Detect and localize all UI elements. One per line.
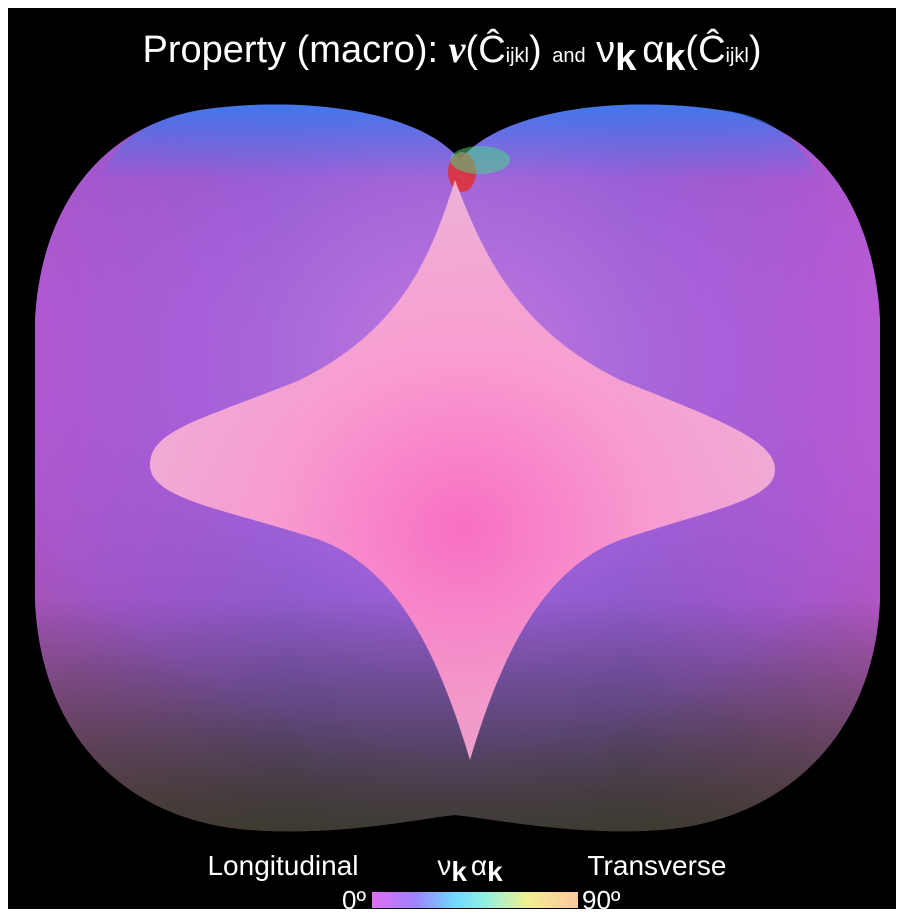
title-symbol: Ĉ	[478, 27, 505, 71]
figure: Property (macro): v(Ĉijkl) and νkαk(Ĉijk…	[0, 0, 904, 917]
title-subscript: k	[615, 37, 637, 79]
title-symbol: (	[466, 29, 479, 71]
title-symbol: ν	[596, 29, 615, 71]
color-bar	[372, 892, 578, 908]
legend-subscript: k	[451, 856, 467, 887]
title-subscript: k	[664, 37, 686, 79]
title-subscript: ijkl	[506, 45, 529, 67]
title-symbol: α	[642, 29, 664, 71]
legend-symbol: ν	[437, 850, 451, 881]
surface	[35, 104, 880, 831]
legend-min: 0º	[342, 885, 366, 915]
title-text: Property (macro):	[142, 29, 438, 71]
legend-max: 90º	[582, 885, 621, 915]
title-symbol: (	[685, 29, 698, 71]
legend-symbol: α	[471, 850, 487, 881]
title-symbol: v	[449, 29, 467, 71]
title-symbol: )	[529, 29, 542, 71]
title-subscript: ijkl	[726, 45, 749, 67]
title-text: and	[552, 45, 585, 67]
title-symbol: )	[749, 29, 762, 71]
title-symbol: Ĉ	[698, 27, 725, 71]
legend-right: Transverse	[587, 850, 726, 881]
legend-left: Longitudinal	[207, 850, 358, 881]
legend-subscript: k	[487, 856, 503, 887]
